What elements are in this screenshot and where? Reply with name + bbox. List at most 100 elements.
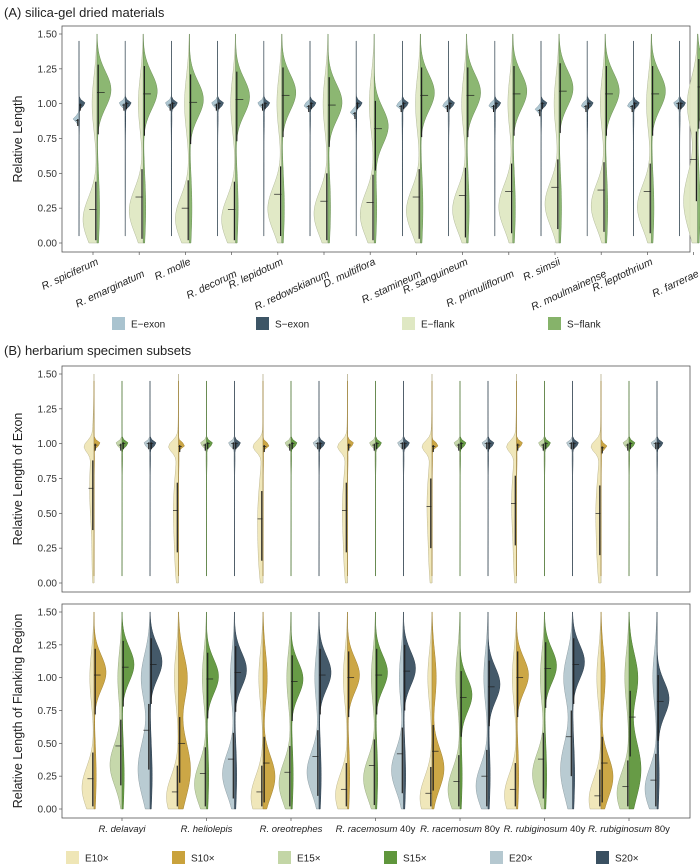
- violin-s10-body: [600, 611, 614, 810]
- violin-s15: [459, 380, 467, 577]
- x-label-r-racemosum-40y: R. racemosum 40y: [336, 824, 416, 835]
- x-label-r-rubiginosum-80y: R. rubiginosum 80y: [588, 824, 670, 835]
- y-tick-label: 1.25: [38, 404, 58, 415]
- violin-s15-body: [459, 612, 473, 810]
- violin-s10: [516, 380, 523, 577]
- legend-swatch: [256, 317, 269, 330]
- exon-violin-group-r-delavayi: [83, 373, 157, 584]
- legend-item-e-exon: E−exon: [112, 317, 165, 331]
- violin-s-exon: [401, 40, 409, 237]
- panel-a-y-label: Relative Length: [11, 96, 25, 183]
- y-tick-label: 1.25: [38, 64, 58, 75]
- violin-group-r-spiciferum: [72, 33, 112, 244]
- violin-s20: [149, 611, 163, 810]
- legend-item-s-exon: S−exon: [256, 317, 309, 331]
- violin-e15-body: [194, 611, 207, 810]
- legend-item-e10: E10×: [66, 851, 109, 865]
- violin-s20: [318, 380, 326, 577]
- legend-swatch: [548, 317, 561, 330]
- violin-group-r-leptothrium: [627, 33, 666, 244]
- violin-s20: [149, 380, 157, 577]
- violin-s-exon-body: [494, 40, 502, 237]
- legend-swatch: [596, 851, 609, 864]
- legend-label: S20×: [615, 854, 639, 865]
- violin-s10: [178, 380, 185, 577]
- legend-label: S10×: [191, 854, 215, 865]
- violin-s20-body: [656, 380, 664, 577]
- violin-s10-body: [93, 380, 101, 577]
- violin-e10-body: [166, 611, 179, 810]
- violin-s10-body: [262, 611, 276, 810]
- y-tick-label: 1.00: [38, 99, 58, 110]
- legend-swatch: [66, 851, 79, 864]
- y-tick-label: 0.75: [38, 134, 58, 145]
- violin-e-flank-body: [359, 33, 375, 244]
- violin-s15: [290, 380, 298, 577]
- legend-label: E−exon: [131, 320, 165, 331]
- violin-s-exon-body: [448, 40, 455, 237]
- legend-label: E20×: [509, 854, 533, 865]
- violin-s10-body: [178, 380, 185, 577]
- violin-s-exon-body: [171, 40, 178, 237]
- violin-s15: [206, 611, 219, 810]
- violin-s-exon-body: [402, 40, 409, 237]
- violin-s15-body: [459, 380, 467, 577]
- violin-e15-body: [447, 611, 461, 810]
- violin-s-exon-body: [355, 40, 363, 237]
- legend-label: E−flank: [421, 320, 456, 331]
- legend-swatch: [112, 317, 125, 330]
- exon-violin-group-r-rubiginosum-80y: [590, 373, 664, 584]
- violin-e10-body: [504, 611, 517, 810]
- x-label-r-spiciferum: R. spiciferum: [40, 256, 101, 293]
- x-label-species: R. rubiginosum: [504, 824, 568, 835]
- violin-s-flank: [604, 33, 620, 244]
- legend-label: S−flank: [567, 320, 602, 331]
- x-label-r-delavayi: R. delavayi: [99, 824, 147, 835]
- x-label-species: R. oreotrephes: [260, 824, 323, 835]
- violin-s-flank: [373, 34, 389, 244]
- y-tick-label: 1.00: [38, 673, 58, 684]
- violin-s20: [487, 380, 495, 577]
- legend-item-s15: S15×: [384, 851, 427, 865]
- violin-s15: [375, 611, 388, 810]
- violin-s10: [516, 611, 529, 810]
- violin-group-r-moulmainense: [580, 33, 620, 244]
- legend-item-s-flank: S−flank: [548, 317, 602, 331]
- violin-s20: [318, 611, 332, 810]
- violin-s-flank: [96, 33, 112, 244]
- flank-violin-group-r-delavayi: [81, 611, 163, 810]
- violin-s-exon: [217, 40, 224, 237]
- violin-s15-body: [206, 380, 213, 577]
- violin-s10-body: [347, 611, 360, 810]
- x-label-r-racemosum-80y: R. racemosum 80y: [420, 824, 500, 835]
- violin-s-exon: [124, 40, 132, 237]
- violin-s10: [93, 380, 101, 577]
- violin-s-flank: [697, 33, 700, 244]
- legend-swatch: [172, 851, 185, 864]
- violin-s-flank-body: [558, 33, 574, 244]
- violin-s20-body: [403, 380, 410, 577]
- violin-s10: [600, 380, 608, 577]
- flank-violin-group-r-racemosum-40y: [335, 611, 416, 810]
- x-label-age: 80y: [652, 824, 670, 835]
- violin-s-flank: [235, 33, 250, 244]
- violin-e20-body: [644, 611, 658, 810]
- y-tick-label: 0.25: [38, 772, 58, 783]
- violin-e-flank-body: [590, 33, 606, 244]
- x-label-age: 80y: [482, 824, 500, 835]
- x-label-species: R. heliolepis: [181, 824, 233, 835]
- violin-s-exon-body: [217, 40, 224, 237]
- violin-s-exon-body: [633, 40, 640, 237]
- panel-b-flank-violins: [81, 611, 670, 810]
- y-tick-label: 0.50: [38, 739, 58, 750]
- violin-s20-body: [487, 380, 495, 577]
- panel-a-title: (A) silica-gel dried materials: [4, 5, 165, 20]
- violin-s10: [262, 380, 270, 577]
- flank-violin-group-r-heliolepis: [166, 611, 247, 810]
- violin-e-flank-body: [498, 33, 514, 244]
- x-label-r-oreotrephes: R. oreotrephes: [260, 824, 323, 835]
- violin-s20: [487, 612, 501, 810]
- panel-a-y-axis: 0.00 0.25 0.50 0.75 1.00 1.25 1.50: [38, 30, 62, 250]
- x-label-r-molle: R. molle: [153, 256, 193, 283]
